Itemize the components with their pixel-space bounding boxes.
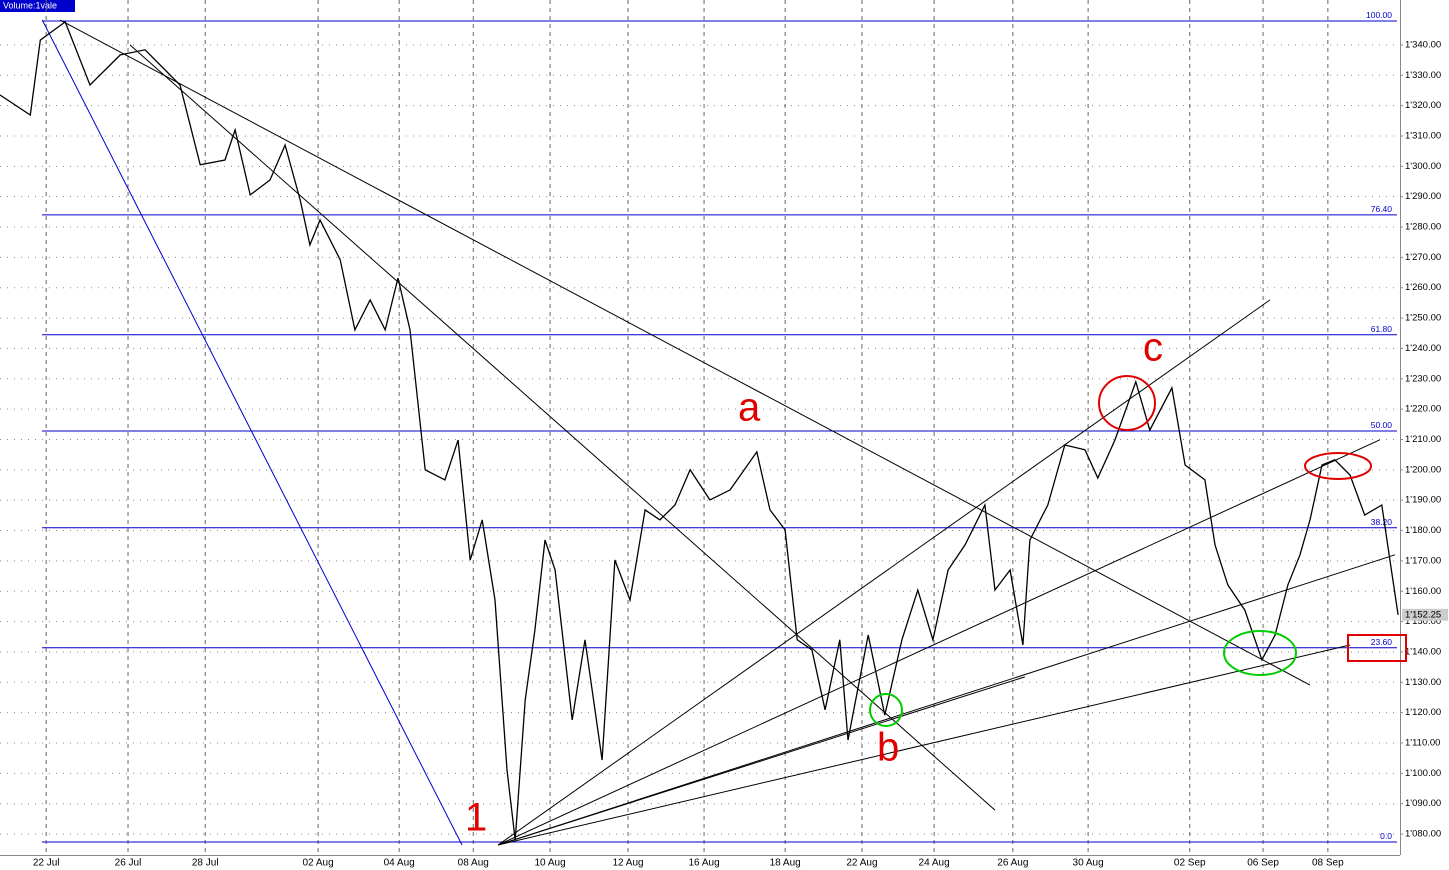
- y-tick-label: 1'140.00: [1405, 646, 1441, 657]
- y-tick-label: 1'290.00: [1405, 191, 1441, 202]
- x-tick-label: 12 Aug: [612, 858, 643, 869]
- y-tick-label: 1'280.00: [1405, 222, 1441, 233]
- fib-label: 50.00: [1371, 420, 1393, 430]
- trend-line: [41, 19, 463, 846]
- x-tick-label: 02 Sep: [1174, 858, 1206, 869]
- x-tick-label: 16 Aug: [688, 858, 719, 869]
- trend-line: [497, 644, 1351, 846]
- x-tick-label: 30 Aug: [1073, 858, 1104, 869]
- annotation: c: [1143, 326, 1163, 370]
- y-tick-label: 1'180.00: [1405, 525, 1441, 536]
- y-tick-label: 1'300.00: [1405, 161, 1441, 172]
- highlight-circle: [1223, 630, 1297, 676]
- highlight-box: [1347, 634, 1407, 662]
- x-tick-label: 08 Aug: [458, 858, 489, 869]
- y-tick-label: 1'240.00: [1405, 343, 1441, 354]
- trend-line: [59, 19, 1311, 686]
- x-tick-label: 24 Aug: [919, 858, 950, 869]
- y-tick-label: 1'110.00: [1405, 738, 1440, 749]
- x-tick-label: 10 Aug: [534, 858, 565, 869]
- y-tick-label: 1'210.00: [1405, 434, 1441, 445]
- last-value-label: 1'152.25: [1405, 609, 1441, 620]
- y-tick-label: 1'150.00: [1405, 616, 1441, 627]
- fib-label: 23.60: [1371, 637, 1393, 647]
- x-tick-label: 08 Sep: [1312, 858, 1344, 869]
- y-tick-label: 1'260.00: [1405, 282, 1441, 293]
- y-tick-label: 1'270.00: [1405, 252, 1441, 263]
- y-tick-label: 1'190.00: [1405, 495, 1441, 506]
- y-tick-label: 1'250.00: [1405, 313, 1441, 324]
- annotation: a: [738, 386, 761, 430]
- y-tick-label: 1'220.00: [1405, 404, 1441, 415]
- y-tick-label: 1'120.00: [1405, 707, 1441, 718]
- y-tick-label: 1'230.00: [1405, 373, 1441, 384]
- highlight-circle: [1098, 375, 1156, 431]
- y-tick-label: 1'090.00: [1405, 798, 1441, 809]
- fib-label: 100.00: [1366, 10, 1392, 20]
- trend-line: [497, 299, 1271, 846]
- x-tick-label: 26 Aug: [997, 858, 1028, 869]
- y-tick-label: 1'130.00: [1405, 677, 1441, 688]
- y-tick-label: 1'170.00: [1405, 555, 1441, 566]
- x-tick-label: 02 Aug: [303, 858, 334, 869]
- x-tick-label: 18 Aug: [770, 858, 801, 869]
- x-tick-label: 28 Jul: [192, 858, 219, 869]
- highlight-circle: [1304, 452, 1372, 480]
- annotation: b: [877, 726, 899, 770]
- x-tick-label: 22 Jul: [33, 858, 60, 869]
- trend-line: [497, 554, 1396, 846]
- fib-label: 38.20: [1371, 517, 1393, 527]
- y-tick-label: 1'330.00: [1405, 70, 1441, 81]
- fib-label: 61.80: [1371, 324, 1393, 334]
- y-tick-label: 1'200.00: [1405, 464, 1441, 475]
- x-tick-label: 04 Aug: [384, 858, 415, 869]
- x-tick-label: 06 Sep: [1247, 858, 1279, 869]
- x-tick-label: 22 Aug: [846, 858, 877, 869]
- x-tick-label: 26 Jul: [115, 858, 142, 869]
- y-tick-label: 1'340.00: [1405, 39, 1441, 50]
- trend-line: [497, 676, 1026, 846]
- y-tick-label: 1'080.00: [1405, 829, 1441, 840]
- annotation: 1: [465, 796, 487, 840]
- y-tick-label: 1'100.00: [1405, 768, 1441, 779]
- volume-label-box: [0, 0, 75, 12]
- y-tick-label: 1'310.00: [1405, 130, 1441, 141]
- trend-line: [497, 439, 1381, 846]
- last-value-box: [1402, 608, 1448, 621]
- x-axis-line: [0, 855, 1400, 856]
- volume-label: Volume:1vale: [3, 0, 57, 10]
- price-line: [0, 20, 1399, 841]
- fib-label: 0.0: [1380, 831, 1392, 841]
- y-tick-label: 1'320.00: [1405, 100, 1441, 111]
- y-tick-label: 1'160.00: [1405, 586, 1441, 597]
- fib-label: 76.40: [1371, 204, 1393, 214]
- highlight-circle: [869, 693, 903, 727]
- y-axis-line: [1400, 0, 1401, 855]
